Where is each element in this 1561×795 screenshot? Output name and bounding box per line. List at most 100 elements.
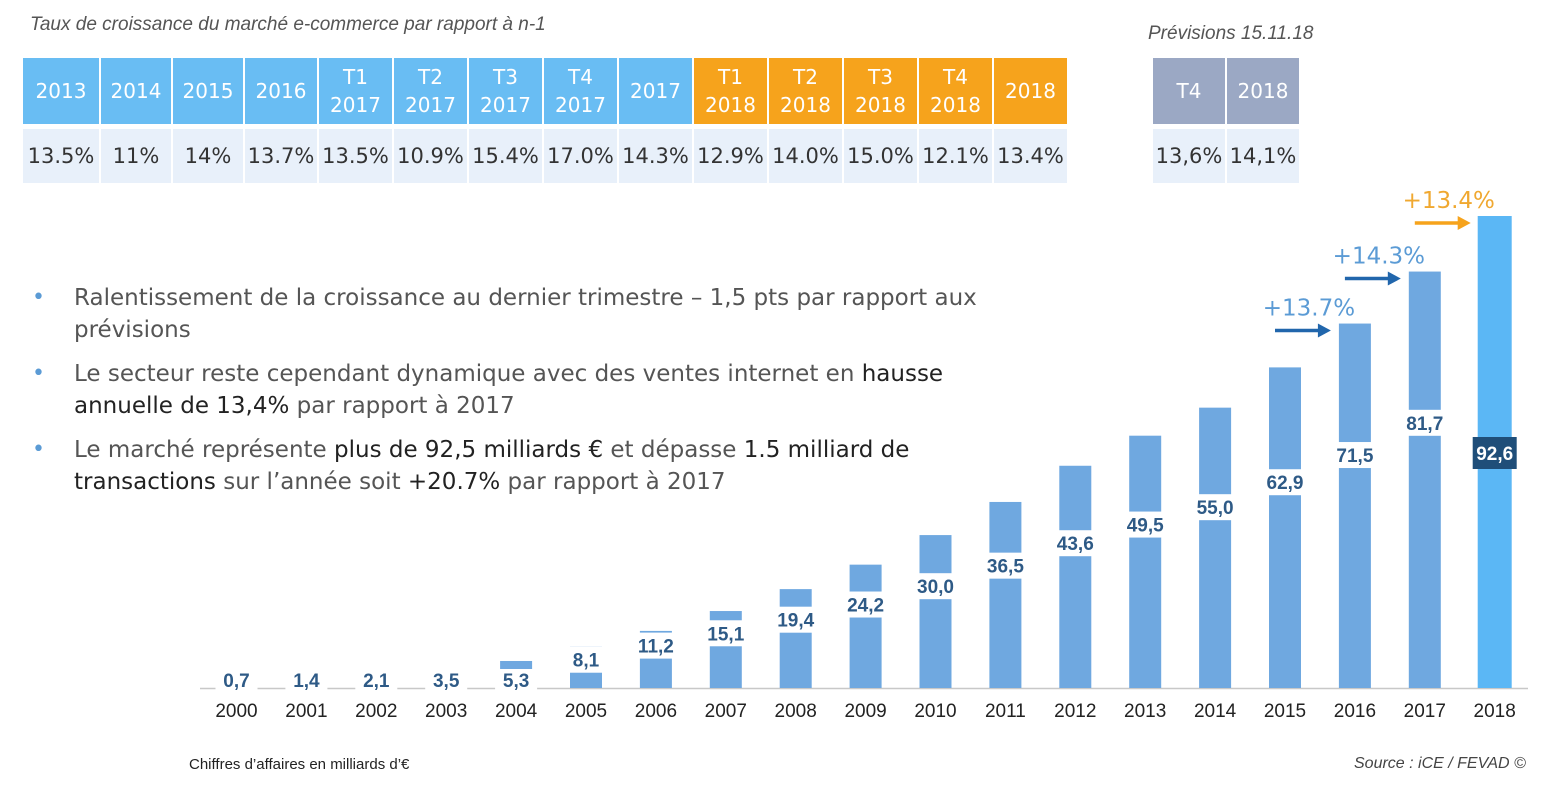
data-label: 62,9 bbox=[1267, 473, 1304, 494]
header-label: 2015 bbox=[182, 79, 234, 103]
x-tick-label: 2006 bbox=[635, 701, 677, 722]
label-background bbox=[1337, 442, 1372, 469]
source-note: Source : iCE / FEVAD © bbox=[1354, 755, 1526, 772]
growth-annotation: +14.3% bbox=[1333, 244, 1425, 270]
chart-title: Taux de croissance du marché e-commerce … bbox=[30, 14, 546, 35]
forecast-value-cell: 13,6% bbox=[1153, 129, 1225, 183]
data-label: 30,0 bbox=[917, 577, 954, 598]
forecast-title: Prévisions 15.11.18 bbox=[1148, 23, 1314, 44]
bar bbox=[1059, 465, 1092, 688]
bar bbox=[1408, 271, 1441, 688]
x-tick-label: 2004 bbox=[495, 701, 538, 722]
x-tick-label: 2007 bbox=[705, 701, 747, 722]
bullet-emphasis: +20.7% bbox=[407, 469, 501, 495]
data-label: 1,4 bbox=[293, 671, 320, 692]
growth-header-cell: 2015 bbox=[173, 58, 243, 124]
label-background bbox=[848, 591, 883, 618]
growth-value-cell: 17.0% bbox=[544, 129, 617, 183]
bullet-text: par rapport à 2017 bbox=[500, 469, 726, 495]
header-label: T1 bbox=[718, 65, 743, 89]
bullet-text: Le secteur reste cependant dynamique ave… bbox=[74, 361, 862, 387]
x-tick-label: 2012 bbox=[1054, 701, 1096, 722]
growth-value-cell: 14.0% bbox=[769, 129, 842, 183]
bullet-text: Le marché représente bbox=[74, 437, 334, 463]
growth-header-cell: T4 2017 bbox=[544, 58, 617, 124]
label-background bbox=[1407, 409, 1442, 436]
header-year: 2017 bbox=[480, 93, 531, 117]
label-background bbox=[778, 606, 813, 633]
growth-annotation: +13.7% bbox=[1263, 296, 1355, 322]
header-label: T4 bbox=[1176, 79, 1202, 103]
growth-value-cell: 15.0% bbox=[844, 129, 917, 183]
growth-value-cell: 13.4% bbox=[994, 129, 1067, 183]
bullet-item: • Le secteur reste cependant dynamique av… bbox=[32, 358, 1012, 422]
data-label: 81,7 bbox=[1406, 414, 1443, 435]
label-background bbox=[708, 620, 743, 647]
x-tick-label: 2018 bbox=[1474, 701, 1516, 722]
label-background bbox=[355, 669, 398, 691]
label-background bbox=[1128, 511, 1163, 538]
growth-header-cell: 2014 bbox=[101, 58, 171, 124]
data-label: 5,3 bbox=[503, 671, 529, 692]
x-tick-label: 2005 bbox=[565, 701, 607, 722]
header-label: 2017 bbox=[630, 79, 681, 103]
bullet-emphasis: plus de 92,5 milliards € bbox=[334, 437, 604, 463]
label-background bbox=[1058, 530, 1093, 557]
bar bbox=[1338, 323, 1371, 688]
label-background bbox=[1268, 469, 1302, 496]
bullet-emphasis: hausse annuelle de 13,4% bbox=[74, 361, 944, 419]
header-year: 2018 bbox=[855, 93, 906, 117]
bar bbox=[849, 564, 882, 688]
growth-header-cell: T4 2018 bbox=[919, 58, 992, 124]
x-tick-label: 2015 bbox=[1264, 701, 1306, 722]
growth-header-cell: 2018 bbox=[994, 58, 1067, 124]
label-background bbox=[988, 552, 1023, 579]
header-label: 2018 bbox=[1005, 79, 1056, 103]
x-tick-label: 2014 bbox=[1194, 701, 1237, 722]
forecast-table: T4 2018 13,6% 14,1% bbox=[1151, 58, 1301, 183]
data-label: 24,2 bbox=[847, 596, 884, 617]
growth-header-cell: 2017 bbox=[619, 58, 692, 124]
growth-header-cell: T3 2017 bbox=[469, 58, 542, 124]
growth-value-cell: 12.1% bbox=[919, 129, 992, 183]
bullet-text: et dépasse bbox=[603, 437, 744, 463]
header-label: T2 bbox=[418, 65, 443, 89]
key-points-list: • Ralentissement de la croissance au dern… bbox=[32, 282, 1012, 510]
data-label: 92,6 bbox=[1476, 444, 1513, 465]
x-tick-label: 2003 bbox=[425, 701, 467, 722]
bullet-emphasis: 1.5 milliard de transactions bbox=[74, 437, 910, 495]
forecast-header-cell: T4 bbox=[1153, 58, 1225, 124]
bar bbox=[1269, 367, 1301, 688]
forecast-header-cell: 2018 bbox=[1227, 58, 1299, 124]
x-tick-label: 2013 bbox=[1124, 701, 1166, 722]
data-label: 3,5 bbox=[433, 671, 460, 692]
header-label: T3 bbox=[868, 65, 893, 89]
data-label: 2,1 bbox=[363, 671, 390, 692]
growth-value-cell: 12.9% bbox=[694, 129, 767, 183]
arrow-head-icon bbox=[1387, 271, 1401, 286]
growth-value-cell: 13.5% bbox=[23, 129, 99, 183]
header-year: 2018 bbox=[930, 93, 981, 117]
label-background bbox=[215, 669, 258, 691]
forecast-value-cell: 14,1% bbox=[1227, 129, 1299, 183]
header-label: T1 bbox=[343, 65, 368, 89]
data-label: 49,5 bbox=[1127, 516, 1164, 537]
header-label: 2013 bbox=[35, 79, 87, 103]
bullet-item: • Ralentissement de la croissance au dern… bbox=[32, 282, 1012, 346]
header-year: 2017 bbox=[555, 93, 606, 117]
bar bbox=[1199, 407, 1232, 688]
header-year: 2017 bbox=[330, 93, 381, 117]
growth-header-cell: T2 2018 bbox=[769, 58, 842, 124]
label-background bbox=[638, 632, 673, 659]
header-label: 2014 bbox=[110, 79, 162, 103]
bullet-dot-icon: • bbox=[32, 361, 45, 386]
label-box bbox=[1472, 437, 1517, 469]
data-label: 8,1 bbox=[573, 651, 600, 672]
data-label: 36,5 bbox=[987, 557, 1024, 578]
chart-footnote: Chiffres d’affaires en milliards d’€ bbox=[189, 756, 410, 773]
x-tick-label: 2010 bbox=[914, 701, 956, 722]
header-label: T4 bbox=[943, 65, 968, 89]
x-tick-label: 2008 bbox=[775, 701, 817, 722]
bullet-item: • Le marché représente plus de 92,5 milli… bbox=[32, 434, 1012, 498]
